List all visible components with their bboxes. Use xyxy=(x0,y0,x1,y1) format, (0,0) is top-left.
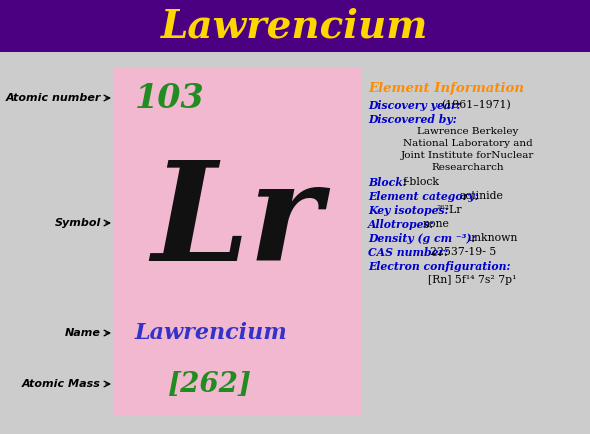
Text: Lr: Lr xyxy=(152,156,322,290)
Text: Name: Name xyxy=(65,328,101,338)
Text: (1961–1971): (1961–1971) xyxy=(441,100,511,110)
Text: Lawrencium: Lawrencium xyxy=(135,322,288,344)
Text: Element Information: Element Information xyxy=(368,82,524,95)
Text: ²⁶²Lr: ²⁶²Lr xyxy=(436,205,461,215)
Bar xyxy=(0,0,590,52)
Text: actinide: actinide xyxy=(460,191,504,201)
Text: [Rn] 5f¹⁴ 7s² 7p¹: [Rn] 5f¹⁴ 7s² 7p¹ xyxy=(428,275,516,285)
Text: Researcharch: Researcharch xyxy=(432,163,504,172)
Text: [262]: [262] xyxy=(168,371,252,398)
Text: Block:: Block: xyxy=(368,177,407,188)
Text: Lawrence Berkeley: Lawrence Berkeley xyxy=(417,127,519,136)
Bar xyxy=(113,68,361,416)
Text: Atomic number: Atomic number xyxy=(6,93,101,103)
Text: 103: 103 xyxy=(135,82,205,115)
Text: unknown: unknown xyxy=(468,233,519,243)
Text: Discovered by:: Discovered by: xyxy=(368,114,457,125)
Text: none: none xyxy=(423,219,450,229)
Text: 22537-19- 5: 22537-19- 5 xyxy=(430,247,496,257)
Text: CAS number:: CAS number: xyxy=(368,247,448,258)
Text: Key isotopes:: Key isotopes: xyxy=(368,205,448,216)
Text: Discovery year:: Discovery year: xyxy=(368,100,461,111)
Text: Element category:: Element category: xyxy=(368,191,478,202)
Text: Symbol: Symbol xyxy=(55,218,101,228)
Text: Allotropes:: Allotropes: xyxy=(368,219,435,230)
Text: Joint Institute forNuclear: Joint Institute forNuclear xyxy=(401,151,535,160)
Text: f-block: f-block xyxy=(403,177,440,187)
Text: Lawrencium: Lawrencium xyxy=(161,7,429,45)
Text: Density (g cm ⁻³):: Density (g cm ⁻³): xyxy=(368,233,476,244)
Text: Electron configuration:: Electron configuration: xyxy=(368,261,510,272)
Text: National Laboratory and: National Laboratory and xyxy=(403,139,533,148)
Text: Atomic Mass: Atomic Mass xyxy=(22,379,101,389)
